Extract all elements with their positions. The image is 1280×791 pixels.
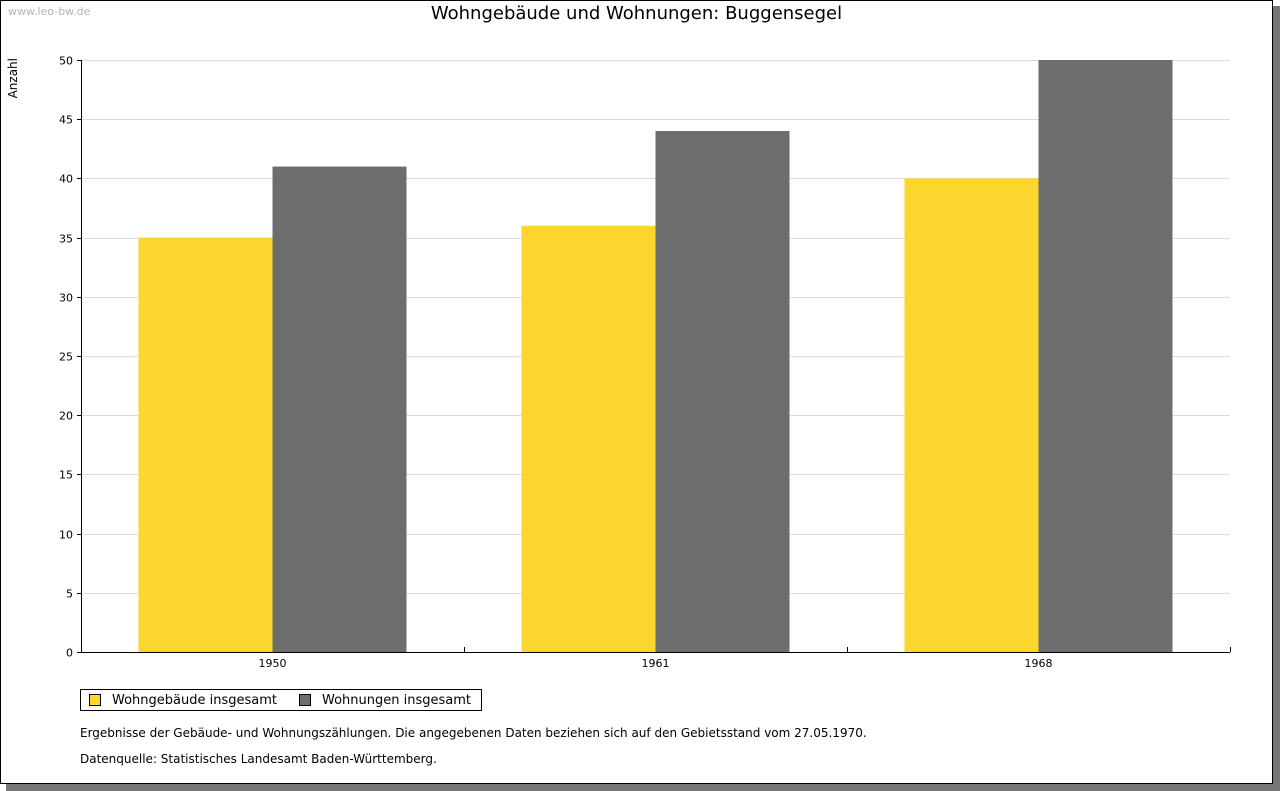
legend: Wohngebäude insgesamt Wohnungen insgesam…	[80, 689, 482, 711]
bar-wohngebäude-1968	[904, 178, 1039, 652]
y-tick-label: 45	[59, 114, 73, 127]
bar-wohngebäude-1950	[138, 237, 273, 652]
legend-swatch-wohngebaeude	[89, 694, 101, 706]
frame-shadow-bottom	[6, 784, 1280, 791]
x-tick-label: 1950	[259, 657, 287, 670]
bar-wohnungen-1961	[655, 131, 790, 653]
y-tick-label: 25	[59, 351, 73, 364]
legend-item-wohngebaeude: Wohngebäude insgesamt	[89, 693, 277, 708]
y-axis-label: Anzahl	[6, 58, 20, 98]
legend-label-wohnungen: Wohnungen insgesamt	[322, 692, 471, 708]
bar-wohnungen-1950	[272, 166, 407, 652]
watermark: www.leo-bw.de	[8, 5, 91, 18]
y-tick-label: 50	[59, 55, 73, 68]
y-tick-label: 5	[66, 588, 73, 601]
source-text: Datenquelle: Statistisches Landesamt Bad…	[80, 752, 437, 766]
x-tick-label: 1968	[1025, 657, 1053, 670]
y-tick-label: 0	[66, 647, 73, 660]
bar-wohnungen-1968	[1038, 60, 1173, 652]
y-tick-label: 10	[59, 529, 73, 542]
y-tick-label: 40	[59, 173, 73, 186]
x-tick-label: 1961	[642, 657, 670, 670]
y-tick-label: 20	[59, 410, 73, 423]
footnote-text: Ergebnisse der Gebäude- und Wohnungszähl…	[80, 726, 867, 740]
y-tick-label: 15	[59, 469, 73, 482]
y-tick-label: 35	[59, 233, 73, 246]
legend-item-wohnungen: Wohnungen insgesamt	[299, 693, 471, 708]
legend-swatch-wohnungen	[299, 694, 311, 706]
legend-label-wohngebaeude: Wohngebäude insgesamt	[112, 692, 277, 708]
frame-shadow-right	[1273, 6, 1280, 791]
chart-title: Wohngebäude und Wohnungen: Buggensegel	[430, 3, 843, 24]
y-tick-label: 30	[59, 292, 73, 305]
bar-chart: 0 5 10 15 20 25 30 35 40 45 50 1950 1961 1968 Anzahl	[6, 55, 1231, 670]
bar-wohngebäude-1961	[521, 225, 656, 652]
